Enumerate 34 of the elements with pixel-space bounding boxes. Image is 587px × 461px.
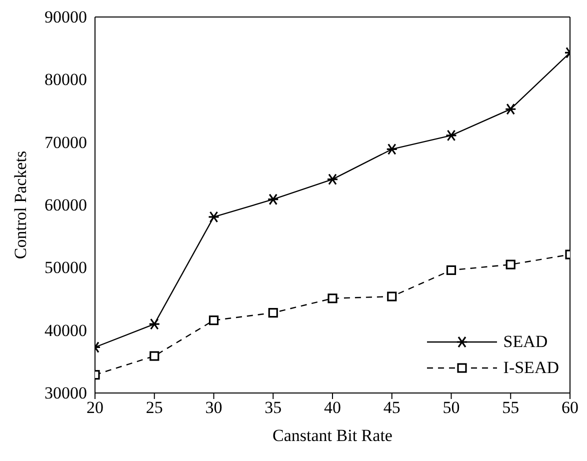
y-tick-label: 90000 [44,8,87,26]
y-tick-label: 40000 [44,320,87,340]
x-axis-title: Canstant Bit Rate [272,426,392,445]
point [504,103,516,115]
y-tick-label: 30000 [44,384,87,402]
point [267,194,279,206]
point [328,294,338,304]
legend-label: I-SEAD [503,358,559,378]
point [208,316,219,326]
x-tick-label: 25 [146,398,163,418]
point [268,308,278,318]
y-tick-label: 60000 [44,196,87,214]
x-tick-label: 45 [383,398,400,418]
point [506,260,516,270]
x-tick-label: 30 [205,398,222,418]
point [150,351,160,361]
x-tick-label: 60 [562,398,578,418]
point [386,143,398,156]
y-tick-label: 50000 [44,258,87,278]
y-axis-title: Control Packets [11,150,30,260]
y-tick-label: 70000 [44,132,87,152]
point [446,265,456,275]
x-tick-label: 35 [264,398,282,418]
point [387,292,397,302]
point [445,130,458,142]
point [208,211,220,223]
legend-label: SEAD [503,332,548,352]
point [148,318,160,330]
x-tick-label: 20 [86,398,104,418]
x-tick-label: 55 [502,398,520,418]
point [326,174,338,186]
y-tick-label: 80000 [44,70,87,90]
x-tick-label: 40 [324,398,341,418]
x-tick-label: 50 [442,398,460,418]
